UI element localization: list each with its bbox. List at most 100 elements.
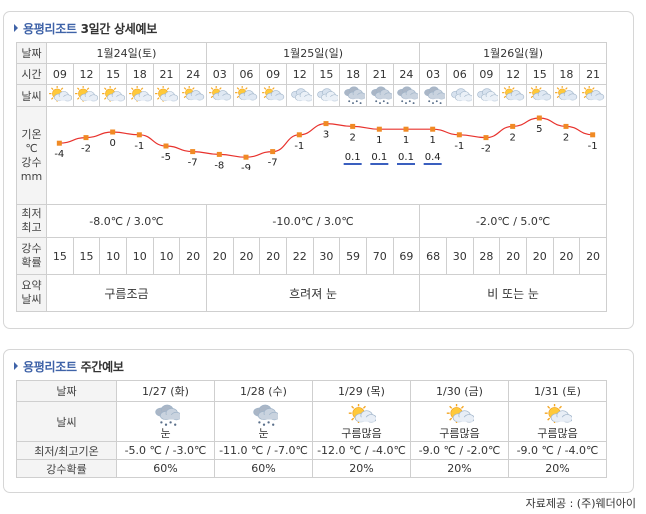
weekly-weather-label: 날씨	[16, 401, 117, 442]
snow-cloud-icon	[118, 404, 214, 428]
temp-point	[483, 135, 489, 141]
pop-row: 강수 확률 15 15 10 10 10 20 20 20 20 22 30 59 70 69 68 30 28…	[16, 237, 607, 275]
pop-cell: 20	[499, 237, 527, 275]
temp-point	[430, 126, 436, 132]
weekly-pop-cell: 20%	[508, 459, 607, 478]
temp-point	[456, 132, 462, 138]
precip-value-label: 0.1	[398, 152, 414, 163]
weekly-date-label: 날짜	[16, 380, 117, 402]
weekly-minmax-cell: -12.0 ℃ / -4.0℃	[312, 441, 411, 460]
weekly-minmax-cell: -9.0 ℃ / -4.0℃	[508, 441, 607, 460]
pop-cell: 20	[232, 237, 261, 275]
weekly-weather-cell: 눈	[116, 401, 215, 442]
hour-cell: 21	[579, 63, 607, 85]
pop-cell: 15	[46, 237, 74, 275]
weekly-date-cell: 1/28 (수)	[214, 380, 313, 402]
temp-value-label: 2	[563, 132, 569, 143]
weather-icon-cell	[552, 84, 581, 107]
weather-icon-cell	[365, 84, 394, 107]
temp-value-label: -1	[588, 141, 598, 152]
weekly-weather-row: 날씨 눈 눈 구름많음 구름많음 구름많음	[16, 401, 607, 442]
pop-cell: 30	[312, 237, 341, 275]
temp-unit-label: ℃	[25, 141, 38, 155]
weekly-weather-cell: 구름많음	[508, 401, 607, 442]
summary-label-line2: 날씨	[21, 293, 42, 306]
pop-label: 강수 확률	[16, 237, 47, 275]
temp-precip-label: 기온 ℃ 강수 mm	[16, 106, 47, 205]
temp-value-label: -2	[481, 144, 491, 155]
cloud-icon	[314, 86, 339, 105]
forecast-3day-title-suffix: 3일간 상세예보	[80, 22, 158, 36]
cloud-sun-icon	[261, 86, 286, 105]
temp-point	[403, 126, 409, 132]
day-date: 1월25일(일)	[205, 42, 421, 64]
day-date: 1월26일(월)	[419, 42, 607, 64]
hour-cell: 09	[472, 63, 501, 85]
day-minmax: -10.0℃ / 3.0℃	[205, 204, 421, 238]
cloud-icon	[287, 86, 312, 105]
hour-cell: 21	[365, 63, 394, 85]
pop-cell: 28	[472, 237, 501, 275]
temp-point	[243, 154, 249, 160]
pop-cell: 20	[552, 237, 581, 275]
pop-cell: 68	[419, 237, 447, 275]
summary-label: 요약 날씨	[16, 274, 47, 312]
cloud-sun-icon	[581, 86, 606, 105]
weekly-minmax-cell: -5.0 ℃ / -3.0℃	[116, 441, 215, 460]
pop-cell: 10	[152, 237, 181, 275]
weekly-minmax-row: 최저/최고기온 -5.0 ℃ / -3.0℃ -11.0 ℃ / -7.0℃ -12…	[16, 441, 607, 460]
forecast-3day-title: 용평리조트 3일간 상세예보	[14, 20, 157, 37]
weather-icon-cell	[232, 84, 261, 107]
pop-cell: 30	[445, 237, 474, 275]
sun-cloud-icon	[412, 403, 508, 428]
weather-icon-cell	[46, 84, 74, 107]
weekly-weather-cell: 구름많음	[410, 401, 509, 442]
weekly-date-row: 날짜 1/27 (화) 1/28 (수) 1/29 (목) 1/30 (금) 1/31 …	[16, 380, 607, 402]
pop-cell: 20	[579, 237, 607, 275]
precip-value-label: 0.1	[345, 152, 361, 163]
location-name: 용평리조트	[23, 360, 77, 374]
cloud-sun-icon	[181, 86, 206, 105]
weekly-date-cell: 1/31 (토)	[508, 380, 607, 402]
minmax-row: 최저 최고 -8.0℃ / 3.0℃ -10.0℃ / 3.0℃ -2.0℃ /…	[16, 204, 607, 238]
temp-value-label: 1	[429, 135, 435, 146]
temp-point	[110, 129, 116, 135]
temperature-graph: -4 -2 0 -1 -5 -7 -8 -9 -7 -1 3 2 0.1 1 0.1 1 0.1 1 0.4 -1 -2…	[54, 115, 598, 170]
temp-point	[510, 123, 516, 129]
temp-value-label: -7	[268, 158, 278, 169]
pop-cell: 59	[339, 237, 367, 275]
location-name: 용평리조트	[23, 22, 77, 36]
hour-cell: 24	[179, 63, 207, 85]
weekly-weather-text: 구름많음	[341, 426, 382, 440]
date-row: 날짜 1월24일(토) 1월25일(일) 1월26일(월)	[16, 42, 607, 64]
weekly-pop-cell: 20%	[312, 459, 411, 478]
weekly-title-suffix: 주간예보	[80, 360, 124, 374]
day-summary: 흐려져 눈	[205, 274, 421, 312]
date-label: 날짜	[16, 42, 47, 64]
pop-cell: 22	[285, 237, 314, 275]
cloud-sun-icon	[234, 86, 259, 105]
weekly-date-cell: 1/29 (목)	[312, 380, 411, 402]
weekly-weather-cell: 눈	[214, 401, 313, 442]
temp-value-label: -5	[161, 152, 171, 163]
hour-cell: 18	[552, 63, 581, 85]
temp-point	[163, 143, 169, 149]
sun-cloud-icon	[314, 403, 410, 428]
weather-icon-cell	[152, 84, 181, 107]
temp-point	[136, 132, 142, 138]
pop-cell: 20	[259, 237, 287, 275]
temp-point	[563, 123, 569, 129]
temp-value-label: -9	[241, 163, 251, 170]
weather-label: 날씨	[16, 84, 47, 107]
weekly-minmax-cell: -9.0 ℃ / -2.0℃	[410, 441, 509, 460]
cloud-snow-icon	[341, 86, 366, 105]
cloud-sun-icon	[207, 86, 232, 105]
day-summary: 구름조금	[46, 274, 207, 312]
cloud-snow-icon	[367, 86, 392, 105]
precip-bar	[370, 163, 389, 165]
day-minmax: -2.0℃ / 5.0℃	[419, 204, 607, 238]
weekly-pop-row: 강수확률 60% 60% 20% 20% 20%	[16, 459, 607, 478]
temp-point	[536, 115, 542, 121]
pop-cell: 20	[179, 237, 207, 275]
cloud-sun-icon	[527, 86, 552, 105]
